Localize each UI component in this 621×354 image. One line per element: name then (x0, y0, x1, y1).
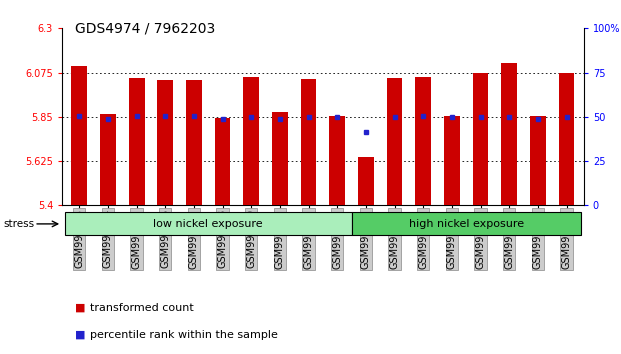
Bar (157, 80, 173, 205)
Bar (129, 79, 145, 205)
Bar (530, 116, 546, 205)
Bar (559, 73, 574, 205)
Bar (71, 66, 87, 205)
Text: GDS4974 / 7962203: GDS4974 / 7962203 (75, 21, 215, 35)
Bar (444, 116, 460, 205)
Bar (387, 79, 402, 205)
Text: percentile rank within the sample: percentile rank within the sample (90, 330, 278, 339)
Text: ■: ■ (75, 330, 85, 339)
Bar (186, 80, 202, 205)
Bar (100, 114, 116, 205)
Bar (501, 63, 517, 205)
Text: transformed count: transformed count (90, 303, 194, 313)
Bar (358, 157, 374, 205)
Text: stress: stress (3, 219, 34, 229)
Text: low nickel exposure: low nickel exposure (153, 219, 263, 229)
Text: high nickel exposure: high nickel exposure (409, 219, 524, 229)
Bar (415, 78, 431, 205)
Bar (215, 118, 230, 205)
Bar (329, 116, 345, 205)
Bar (243, 78, 259, 205)
Bar (272, 112, 288, 205)
Bar (301, 79, 317, 205)
Text: ■: ■ (75, 303, 85, 313)
Bar (473, 73, 489, 205)
